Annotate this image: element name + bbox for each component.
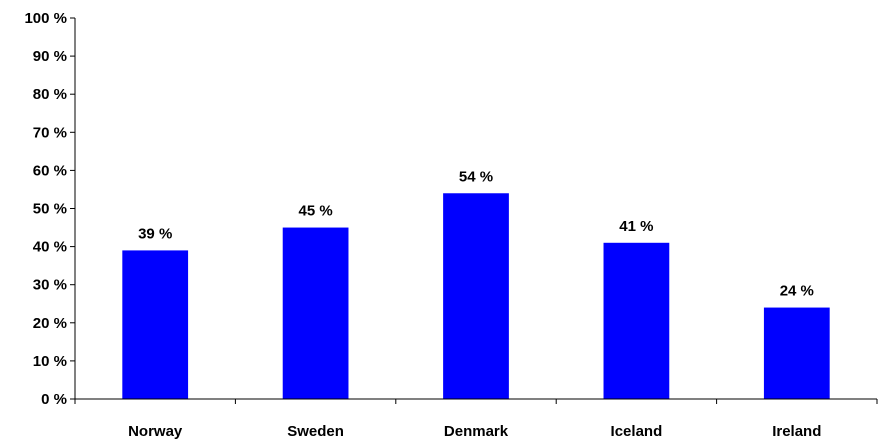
category-label-denmark: Denmark bbox=[444, 423, 509, 440]
y-axis-tick-labels: 0 % 10 % 20 % 30 % 40 % 50 % 60 % 70 % 80 % 90 % 1… bbox=[24, 10, 67, 408]
bar-denmark bbox=[443, 193, 509, 399]
category-label-iceland: Iceland bbox=[611, 423, 663, 440]
y-tick-label: 10 % bbox=[33, 353, 67, 370]
data-label-norway: 39 % bbox=[138, 225, 172, 242]
y-tick-label: 30 % bbox=[33, 277, 67, 294]
category-label-norway: Norway bbox=[128, 423, 183, 440]
bar-ireland bbox=[763, 307, 830, 399]
y-tick-label: 0 % bbox=[41, 391, 67, 408]
data-label-iceland: 41 % bbox=[619, 218, 653, 235]
y-tick-label: 100 % bbox=[24, 10, 67, 27]
category-label-ireland: Ireland bbox=[772, 423, 821, 440]
y-tick-label: 60 % bbox=[33, 162, 67, 179]
category-label-sweden: Sweden bbox=[287, 423, 344, 440]
y-tick-label: 80 % bbox=[33, 86, 67, 103]
bar-norway bbox=[122, 250, 189, 399]
x-axis-category-labels: Norway Sweden Denmark Iceland Ireland bbox=[128, 423, 821, 440]
y-axis-ticks bbox=[70, 17, 75, 400]
data-label-ireland: 24 % bbox=[780, 283, 814, 300]
bars bbox=[122, 193, 830, 399]
x-axis-ticks bbox=[74, 399, 878, 404]
data-label-denmark: 54 % bbox=[459, 168, 493, 185]
y-tick-label: 20 % bbox=[33, 315, 67, 332]
y-tick-label: 40 % bbox=[33, 239, 67, 256]
y-tick-label: 70 % bbox=[33, 124, 67, 141]
data-label-sweden: 45 % bbox=[298, 203, 332, 220]
data-labels: 39 % 45 % 54 % 41 % 24 % bbox=[138, 168, 814, 299]
bar-sweden bbox=[282, 227, 349, 399]
y-tick-label: 90 % bbox=[33, 48, 67, 65]
y-tick-label: 50 % bbox=[33, 201, 67, 218]
bar-iceland bbox=[603, 242, 670, 399]
